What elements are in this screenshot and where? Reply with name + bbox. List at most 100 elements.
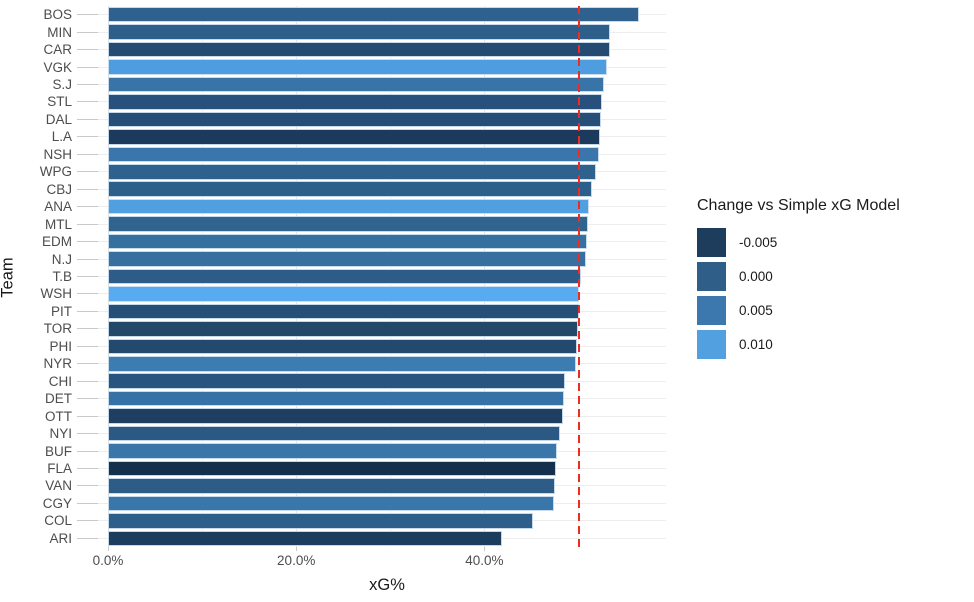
legend-entry: 0.010 <box>697 330 900 359</box>
bar-col <box>108 513 534 529</box>
y-tick-label-nyr: NYR <box>43 356 72 372</box>
y-tick-mark <box>77 485 98 487</box>
y-tick-mark <box>77 415 98 417</box>
bar-wsh <box>108 286 580 302</box>
y-tick-mark <box>77 310 98 312</box>
plot-panel <box>96 6 666 547</box>
bar-vgk <box>108 59 607 75</box>
y-tick-label-nj: N.J <box>51 251 72 267</box>
y-tick-mark <box>77 450 98 452</box>
x-tick-label-20: 20.0% <box>277 553 316 568</box>
x-tick-mark <box>295 547 297 551</box>
x-tick-mark <box>483 547 485 551</box>
y-tick-mark <box>77 467 98 469</box>
bar-chi <box>108 373 566 389</box>
y-tick-label-fla: FLA <box>47 460 72 476</box>
bar-nj <box>108 251 587 267</box>
bar-bos <box>108 6 639 23</box>
bar-pit <box>108 303 579 320</box>
y-tick-label-tb: T.B <box>52 269 72 284</box>
y-tick-label-tor: TOR <box>43 321 72 337</box>
legend-label: 0.005 <box>739 303 773 318</box>
y-tick-mark <box>77 241 98 243</box>
y-tick-mark <box>77 502 98 504</box>
y-tick-label-nsh: NSH <box>43 146 72 162</box>
bar-dal <box>108 111 602 128</box>
y-tick-label-det: DET <box>45 391 72 407</box>
bar-nyi <box>108 425 560 442</box>
y-tick-label-ott: OTT <box>45 408 72 424</box>
x-tick-label-0: 0.0% <box>92 553 124 568</box>
x-axis-title: xG% <box>369 576 405 594</box>
legend-entry: -0.005 <box>697 228 900 257</box>
y-tick-mark <box>77 14 98 16</box>
legend-label: 0.000 <box>739 269 773 284</box>
y-tick-label-min: MIN <box>47 24 72 40</box>
legend-swatch <box>697 262 726 291</box>
y-tick-mark <box>77 520 98 522</box>
y-tick-mark <box>77 363 98 365</box>
bar-van <box>108 478 555 494</box>
y-tick-label-car: CAR <box>43 42 72 58</box>
y-tick-mark <box>77 380 98 382</box>
y-tick-mark <box>77 223 98 225</box>
y-tick-mark <box>77 188 98 190</box>
y-tick-label-bos: BOS <box>43 7 72 23</box>
bar-phi <box>108 338 577 355</box>
y-tick-label-cgy: CGY <box>42 495 72 511</box>
y-tick-mark <box>77 66 98 68</box>
bar-sj <box>108 76 604 93</box>
y-tick-mark <box>77 345 98 347</box>
y-tick-mark <box>77 293 98 295</box>
y-tick-label-cbj: CBJ <box>46 181 72 197</box>
y-tick-mark <box>77 101 98 103</box>
y-tick-mark <box>77 398 98 400</box>
legend-entry: 0.000 <box>697 262 900 291</box>
legend-swatch <box>697 228 726 257</box>
bar-car <box>108 41 610 58</box>
y-tick-label-dal: DAL <box>45 111 72 127</box>
bar-det <box>108 390 565 407</box>
bar-ari <box>108 530 503 547</box>
bar-cgy <box>108 495 555 512</box>
bar-ana <box>108 198 589 215</box>
bar-nsh <box>108 146 600 163</box>
bar-la <box>108 129 601 145</box>
bar-stl <box>108 94 603 110</box>
bar-ott <box>108 408 564 424</box>
y-tick-label-vgk: VGK <box>43 59 72 75</box>
y-tick-label-ari: ARI <box>49 530 72 546</box>
bar-cbj <box>108 181 592 197</box>
x-tick-label-40: 40.0% <box>465 553 504 568</box>
y-tick-label-sj: S.J <box>52 77 72 93</box>
bar-tor <box>108 321 578 337</box>
legend-label: 0.010 <box>739 337 773 352</box>
legend-title: Change vs Simple xG Model <box>697 197 900 214</box>
y-tick-label-edm: EDM <box>42 234 72 250</box>
y-tick-mark <box>77 328 98 330</box>
reference-line-50pct <box>577 6 580 552</box>
y-tick-mark <box>77 153 98 155</box>
x-tick-mark <box>107 547 109 551</box>
y-tick-label-pit: PIT <box>50 303 72 319</box>
legend-swatch <box>697 296 726 325</box>
y-tick-label-col: COL <box>44 513 72 529</box>
y-tick-mark <box>77 136 98 138</box>
y-tick-label-la: L.A <box>51 129 72 145</box>
y-tick-label-nyi: NYI <box>49 426 72 442</box>
legend: Change vs Simple xG Model -0.005 0.000 0.0… <box>697 197 900 364</box>
y-tick-label-wpg: WPG <box>39 164 72 180</box>
y-tick-mark <box>77 31 98 33</box>
legend-entry: 0.005 <box>697 296 900 325</box>
y-tick-label-buf: BUF <box>45 443 72 459</box>
bar-fla <box>108 460 556 477</box>
y-tick-mark <box>77 433 98 435</box>
y-tick-label-phi: PHI <box>49 338 72 354</box>
y-tick-label-chi: CHI <box>48 373 72 389</box>
bar-min <box>108 24 611 40</box>
legend-swatch <box>697 330 726 359</box>
y-tick-mark <box>77 171 98 173</box>
y-tick-mark <box>77 49 98 51</box>
bar-mtl <box>108 216 588 232</box>
